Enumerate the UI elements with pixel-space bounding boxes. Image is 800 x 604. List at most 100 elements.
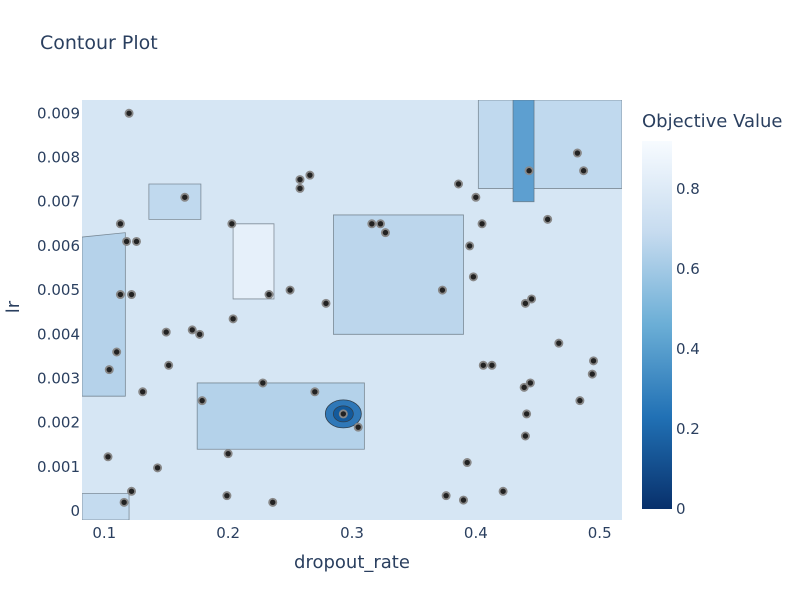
trial-point[interactable]: [258, 378, 268, 388]
trial-point[interactable]: [367, 219, 377, 229]
colorbar-title: Objective Value: [642, 111, 783, 132]
trial-point[interactable]: [187, 325, 197, 335]
x-tick-label: 0.2: [216, 524, 240, 542]
trial-point[interactable]: [468, 272, 478, 282]
trial-point[interactable]: [115, 219, 125, 229]
trial-point[interactable]: [122, 236, 132, 246]
trial-point[interactable]: [587, 369, 597, 379]
trial-point[interactable]: [437, 285, 447, 295]
y-tick-label: 0.003: [37, 370, 80, 388]
trial-point[interactable]: [127, 486, 137, 496]
chart-title: Contour Plot: [40, 32, 158, 54]
trial-point[interactable]: [180, 192, 190, 202]
trial-point[interactable]: [579, 166, 589, 176]
colorbar-gradient: [642, 141, 672, 509]
trial-point[interactable]: [543, 214, 553, 224]
trial-point[interactable]: [519, 382, 529, 392]
x-tick-label: 0.4: [464, 524, 488, 542]
trial-point[interactable]: [525, 378, 535, 388]
trial-point[interactable]: [487, 360, 497, 370]
colorbar-tick-label: 0: [676, 500, 686, 518]
y-tick-label: 0.001: [37, 458, 80, 476]
trial-point[interactable]: [264, 290, 274, 300]
contour-region-small: [148, 183, 202, 220]
trial-point[interactable]: [268, 497, 278, 507]
contour-region-light: [232, 223, 275, 300]
y-tick-label: 0.007: [37, 193, 80, 211]
trial-point[interactable]: [321, 298, 331, 308]
x-axis-label: dropout_rate: [294, 552, 410, 573]
trial-point[interactable]: [127, 290, 137, 300]
trial-point[interactable]: [520, 431, 530, 441]
trial-point[interactable]: [524, 166, 534, 176]
y-tick-label: 0.008: [37, 148, 80, 166]
trial-point[interactable]: [454, 179, 464, 189]
colorbar-tick-label: 0.4: [676, 340, 700, 358]
trial-point[interactable]: [338, 409, 348, 419]
trial-point[interactable]: [589, 356, 599, 366]
trial-point[interactable]: [124, 108, 134, 118]
trial-point[interactable]: [195, 329, 205, 339]
trial-point[interactable]: [478, 360, 488, 370]
y-tick-label: 0.004: [37, 325, 80, 343]
contour-region-top-right: [477, 100, 622, 189]
trial-point[interactable]: [572, 148, 582, 158]
trial-point[interactable]: [498, 486, 508, 496]
trial-point[interactable]: [104, 365, 114, 375]
trial-point[interactable]: [227, 219, 237, 229]
contour-region-deep: [512, 100, 535, 203]
y-tick-label: 0.006: [37, 237, 80, 255]
trial-point[interactable]: [522, 409, 532, 419]
trial-point[interactable]: [477, 219, 487, 229]
trial-point[interactable]: [458, 495, 468, 505]
trial-point[interactable]: [305, 170, 315, 180]
trial-point[interactable]: [164, 360, 174, 370]
trial-point[interactable]: [310, 387, 320, 397]
plot-area: [82, 100, 622, 520]
trial-points: [103, 108, 599, 507]
contour-region-center: [333, 214, 464, 335]
y-tick-label: 0: [70, 502, 80, 520]
y-tick-label: 0.009: [37, 104, 80, 122]
trial-point[interactable]: [462, 458, 472, 468]
trial-point[interactable]: [228, 314, 238, 324]
y-tick-label: 0.002: [37, 414, 80, 432]
y-tick-label: 0.005: [37, 281, 80, 299]
trial-point[interactable]: [295, 183, 305, 193]
x-tick-label: 0.3: [340, 524, 364, 542]
trial-point[interactable]: [554, 338, 564, 348]
trial-point[interactable]: [380, 228, 390, 238]
trial-point[interactable]: [103, 452, 113, 462]
trial-point[interactable]: [285, 285, 295, 295]
trial-point[interactable]: [295, 175, 305, 185]
trial-point[interactable]: [131, 236, 141, 246]
y-axis: 0 0.001 0.002 0.003 0.004 0.005 0.006 0.007 0.00…: [37, 104, 80, 520]
trial-point[interactable]: [222, 491, 232, 501]
trial-point[interactable]: [520, 298, 530, 308]
trial-point[interactable]: [575, 396, 585, 406]
trial-point[interactable]: [375, 219, 385, 229]
trial-point[interactable]: [471, 192, 481, 202]
trial-point[interactable]: [138, 387, 148, 397]
colorbar-tick-label: 0.6: [676, 260, 700, 278]
trial-point[interactable]: [112, 347, 122, 357]
x-tick-label: 0.5: [588, 524, 612, 542]
x-axis: 0.1 0.2 0.3 0.4 0.5: [92, 524, 611, 542]
trial-point[interactable]: [197, 396, 207, 406]
y-axis-label: lr: [3, 300, 24, 313]
contour-region-lower: [196, 382, 365, 450]
trial-point[interactable]: [441, 491, 451, 501]
trial-point[interactable]: [465, 241, 475, 251]
trial-point[interactable]: [161, 327, 171, 337]
colorbar-tick-label: 0.8: [676, 180, 700, 198]
trial-point[interactable]: [153, 463, 163, 473]
trial-point[interactable]: [353, 422, 363, 432]
trial-point[interactable]: [223, 449, 233, 459]
contour-region-bottom-left: [82, 493, 130, 520]
trial-point[interactable]: [119, 497, 129, 507]
trial-point[interactable]: [527, 294, 537, 304]
colorbar-tick-label: 0.2: [676, 420, 700, 438]
trial-point[interactable]: [115, 290, 125, 300]
